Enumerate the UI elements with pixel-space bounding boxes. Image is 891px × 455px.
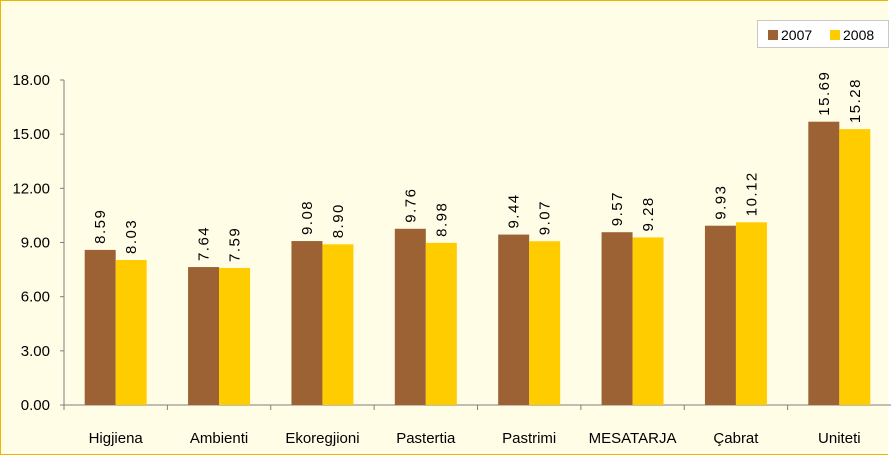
data-label-2008: 8.03 xyxy=(123,219,140,254)
legend-swatch-2007 xyxy=(768,30,778,40)
x-tick-label: Pastertia xyxy=(396,430,456,447)
x-tick-label: Ekoregjioni xyxy=(285,430,359,447)
legend: 2007 2008 xyxy=(757,20,889,48)
data-label-2007: 8.59 xyxy=(92,209,109,244)
bar-2008 xyxy=(632,237,664,405)
data-label-2007: 7.64 xyxy=(196,226,213,261)
data-label-2008: 9.07 xyxy=(537,200,554,235)
data-label-2007: 9.93 xyxy=(712,185,729,220)
bar-2008 xyxy=(529,241,561,405)
x-tick-label: Ambienti xyxy=(190,430,248,447)
bar-2007 xyxy=(704,225,736,405)
bar-2008 xyxy=(322,244,354,405)
legend-item-2007: 2007 xyxy=(768,27,812,43)
legend-label-2008: 2008 xyxy=(843,27,875,43)
y-tick-label: 15.00 xyxy=(12,126,50,143)
bar-2007 xyxy=(498,234,530,405)
data-label-2008: 7.59 xyxy=(227,227,244,262)
legend-item-2008: 2008 xyxy=(830,27,874,43)
data-label-2007: 9.57 xyxy=(609,191,626,226)
y-tick-label: 3.00 xyxy=(21,343,50,360)
data-label-2008: 9.28 xyxy=(640,196,657,231)
y-tick-label: 9.00 xyxy=(21,235,50,252)
data-label-2007: 15.69 xyxy=(816,71,833,116)
y-tick-label: 12.00 xyxy=(12,180,50,197)
x-tick-label: Uniteti xyxy=(818,430,861,447)
data-label-2008: 8.90 xyxy=(330,203,347,238)
data-label-2008: 10.12 xyxy=(743,171,760,216)
data-label-2008: 15.28 xyxy=(847,78,864,123)
bar-2008 xyxy=(735,222,767,405)
bar-2007 xyxy=(601,232,633,405)
x-tick-label: Pastrimi xyxy=(502,430,556,447)
data-label-2007: 9.44 xyxy=(506,193,523,228)
bar-2008 xyxy=(219,267,251,405)
x-tick-label: Çabrat xyxy=(713,430,759,447)
x-tick-label: MESATARJA xyxy=(589,430,677,447)
bar-2007 xyxy=(84,249,116,405)
bar-2007 xyxy=(394,228,426,405)
bar-2008 xyxy=(425,242,457,405)
data-label-2007: 9.08 xyxy=(299,200,316,235)
y-tick-label: 0.00 xyxy=(21,397,50,414)
data-label-2008: 8.98 xyxy=(433,202,450,237)
bar-2007 xyxy=(808,121,840,405)
legend-swatch-2008 xyxy=(830,30,840,40)
y-tick-label: 6.00 xyxy=(21,289,50,306)
bar-2007 xyxy=(188,267,220,405)
data-label-2007: 9.76 xyxy=(402,188,419,223)
bar-2008 xyxy=(115,260,147,405)
x-tick-label: Higjiena xyxy=(89,430,144,447)
legend-label-2007: 2007 xyxy=(781,27,813,43)
bar-2007 xyxy=(291,241,323,405)
y-tick-label: 18.00 xyxy=(12,72,50,89)
bar-2008 xyxy=(839,129,871,405)
